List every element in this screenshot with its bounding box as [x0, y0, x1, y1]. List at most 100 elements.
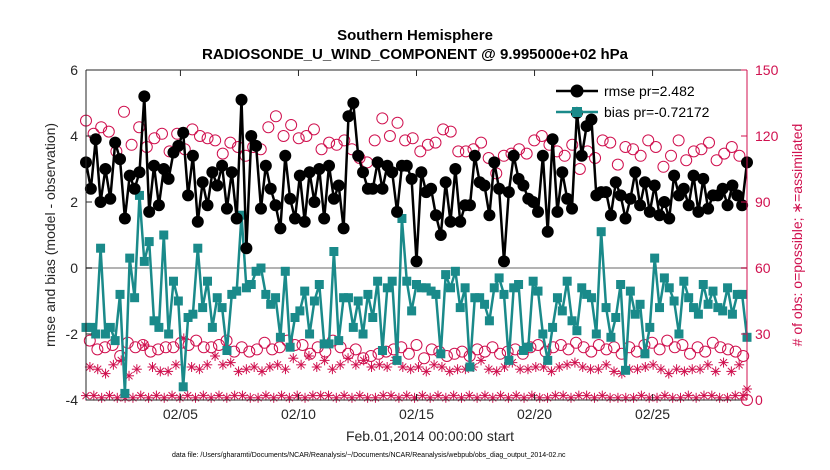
obs-possible-point [668, 341, 681, 354]
obs-assimilated-point [393, 392, 404, 403]
chart-subtitle: RADIOSONDE_U_WIND_COMPONENT @ 9.995000e+… [202, 46, 629, 63]
obs-possible-point [159, 341, 172, 354]
rmse-point [677, 182, 690, 195]
rmse-point [566, 202, 579, 215]
obs-assimilated-point [174, 392, 185, 403]
obs-possible-point [209, 134, 222, 147]
obs-assimilated-point [217, 359, 228, 370]
obs-assimilated-point [597, 390, 608, 401]
rmse-point [104, 192, 117, 205]
rmse-point [152, 199, 165, 212]
obs-possible-point [634, 149, 647, 162]
bias-point [314, 280, 324, 289]
obs-assimilated-point [272, 359, 283, 370]
bias-point [402, 276, 412, 286]
obs-possible-point [399, 134, 412, 147]
rmse-point [308, 196, 321, 208]
obs-assimilated-point [456, 392, 467, 403]
obs-possible-point [307, 123, 320, 136]
bias-point [684, 293, 694, 303]
rmse-point [114, 153, 127, 166]
obs-assimilated-point [253, 392, 264, 403]
bias-point [183, 313, 193, 322]
bias-point [455, 303, 465, 313]
obs-possible-point [212, 339, 225, 351]
obs-possible-point [376, 112, 389, 125]
obs-assimilated-point [722, 392, 733, 403]
obs-assimilated-point [487, 392, 498, 403]
rmse-point [332, 179, 345, 192]
rmse-point [507, 149, 520, 162]
obs-assimilated-point [519, 392, 530, 403]
obs-assimilated-point [675, 392, 686, 403]
obs-assimilated-point [683, 390, 694, 401]
obs-assimilated-point [659, 390, 670, 401]
obs-possible-point [695, 143, 708, 156]
rmse-point [206, 166, 219, 179]
obs-assimilated-point [589, 392, 600, 403]
obs-possible-point [296, 339, 309, 351]
obs-possible-point [391, 116, 404, 129]
rmse-point [692, 205, 705, 218]
rmse-point [682, 199, 695, 212]
rmse-point [211, 179, 224, 192]
rmse-point [561, 192, 574, 205]
x-axis-label: Feb.01,2014 00:00:00 start [346, 428, 514, 444]
obs-assimilated-point [127, 392, 138, 403]
rmse-point [327, 192, 340, 205]
obs-possible-point [117, 105, 130, 118]
bias-point [261, 289, 271, 299]
rmse-point [177, 126, 190, 139]
obs-assimilated-point [303, 351, 314, 361]
x-tick-label: 02/25 [635, 406, 670, 422]
obs-possible-point [456, 345, 469, 358]
obs-assimilated-point [726, 366, 737, 377]
rmse-point [731, 189, 744, 202]
obs-assimilated-point [343, 353, 354, 364]
obs-assimilated-point [476, 355, 487, 366]
bias-point [421, 283, 431, 293]
rmse-point [157, 163, 170, 175]
bias-point [275, 332, 285, 342]
bias-point [577, 283, 587, 293]
obs-assimilated-point [280, 364, 291, 375]
obs-possible-point [448, 347, 461, 360]
bias-point [368, 313, 378, 322]
bias-point [86, 322, 96, 332]
obs-possible-point [205, 341, 218, 354]
rmse-point [225, 166, 238, 179]
bias-point [227, 289, 237, 299]
rmse-point [284, 192, 297, 205]
obs-possible-point [98, 341, 111, 354]
rmse-point [449, 163, 462, 175]
obs-assimilated-point [382, 362, 393, 372]
obs-assimilated-point [96, 392, 107, 403]
bias-point [343, 293, 353, 303]
rmse-point [313, 163, 326, 175]
obs-possible-point [102, 125, 115, 138]
bias-point [693, 309, 703, 319]
bias-point [144, 237, 154, 247]
rmse-point [274, 222, 287, 235]
rmse-point [118, 212, 131, 225]
obs-possible-point [592, 339, 605, 351]
rmse-point [716, 182, 729, 195]
bias-point [305, 329, 315, 339]
rmse-point [410, 255, 423, 268]
obs-assimilated-point [691, 392, 702, 403]
rmse-point [663, 212, 676, 225]
obs-assimilated-point [436, 362, 447, 372]
obs-possible-point [429, 136, 442, 149]
obs-possible-point [554, 339, 567, 351]
bias-point [319, 339, 329, 349]
obs-possible-point [706, 336, 719, 349]
obs-assimilated-point [260, 390, 271, 401]
obs-possible-point [478, 345, 491, 358]
rmse-point [148, 159, 161, 172]
legend-rmse-marker [570, 84, 584, 98]
bias-point [285, 342, 295, 352]
rmse-point [337, 222, 350, 235]
bias-point [718, 306, 728, 316]
obs-possible-point [243, 345, 256, 358]
obs-possible-point [148, 132, 161, 145]
